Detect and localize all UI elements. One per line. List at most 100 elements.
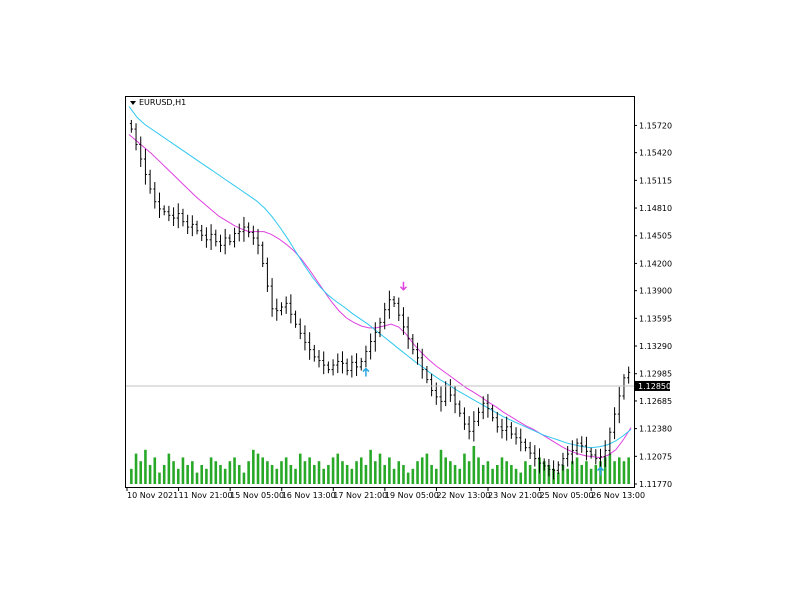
candle <box>148 169 152 194</box>
candle <box>303 325 307 351</box>
candle <box>570 440 574 465</box>
candle <box>392 296 396 307</box>
signal-arrows <box>362 281 605 476</box>
candle <box>340 351 344 374</box>
candle <box>176 203 180 229</box>
price-tick-label: 1.14200 <box>639 259 672 268</box>
candle <box>608 427 612 456</box>
time-tick-label: 19 Nov 05:00 <box>385 491 439 500</box>
time-tick-label: 17 Nov 21:00 <box>333 491 387 500</box>
arrow-head <box>596 466 605 472</box>
candle <box>538 448 542 474</box>
candle <box>139 136 143 168</box>
price-tick-label: 1.12075 <box>639 452 672 461</box>
candle <box>195 220 199 235</box>
candle <box>575 438 579 456</box>
candle <box>204 227 208 248</box>
candle <box>289 294 293 324</box>
time-tick-label: 16 Nov 13:00 <box>282 491 336 500</box>
candle <box>472 411 476 442</box>
symbol-selector[interactable]: EURUSD,H1 <box>130 98 186 107</box>
candle <box>514 427 518 445</box>
chart-window[interactable] <box>125 96 635 488</box>
candle <box>387 290 391 319</box>
candle <box>186 214 190 235</box>
candle <box>401 307 405 335</box>
candle <box>444 381 448 407</box>
candle <box>603 440 607 467</box>
price-tick-label: 1.12380 <box>639 425 672 434</box>
candle <box>134 123 138 151</box>
candle <box>430 373 434 397</box>
candle <box>190 215 194 237</box>
candle <box>270 278 274 317</box>
candle <box>599 448 603 467</box>
candle <box>364 345 368 368</box>
arrow-head <box>362 367 370 373</box>
candle <box>542 458 546 471</box>
candle <box>453 385 457 414</box>
candle <box>495 411 499 433</box>
candle <box>218 234 222 253</box>
candle <box>247 222 251 238</box>
candle <box>627 366 631 384</box>
price-tick-label: 1.13290 <box>639 342 672 351</box>
candle <box>237 223 241 242</box>
candle <box>439 386 443 412</box>
price-tick-label: 1.12685 <box>639 397 672 406</box>
candle <box>467 416 471 440</box>
candle <box>345 358 349 376</box>
candle <box>491 405 495 422</box>
candle <box>411 334 415 355</box>
price-axis: 1.15720 1.15420 1.15115 1.14810 1.14505 1.142… <box>634 121 672 489</box>
candle <box>528 441 532 459</box>
candle <box>153 182 157 209</box>
candle <box>383 302 387 330</box>
candle <box>331 359 335 376</box>
price-tick-label: 1.14810 <box>639 204 672 213</box>
price-tick-label: 1.11770 <box>639 480 672 489</box>
candle <box>397 297 401 321</box>
candle <box>242 216 246 242</box>
candle <box>312 344 316 362</box>
candle <box>294 310 298 328</box>
candle <box>561 452 565 471</box>
buy-arrow-icon <box>596 466 605 476</box>
buy-arrow-icon <box>362 367 370 377</box>
arrow-head <box>399 286 407 291</box>
price-tick-label: 1.13900 <box>639 287 672 296</box>
candle <box>157 192 161 219</box>
candle <box>589 447 593 459</box>
candle <box>129 119 133 133</box>
time-tick-label: 23 Nov 21:00 <box>488 491 542 500</box>
candle <box>378 317 382 338</box>
candle <box>369 333 373 360</box>
candle <box>228 234 232 246</box>
candle <box>552 460 556 480</box>
chevron-down-icon[interactable] <box>130 100 136 105</box>
candle <box>261 241 265 268</box>
candle <box>523 438 527 452</box>
volume-bars <box>130 446 630 484</box>
ma-fast-line <box>128 134 632 459</box>
time-tick-label: 15 Nov 05:00 <box>230 491 284 500</box>
candle <box>251 225 255 245</box>
candle <box>162 205 166 216</box>
time-tick-label: 25 Nov 05:00 <box>540 491 594 500</box>
price-tick-label: 1.12985 <box>639 370 672 379</box>
candle <box>233 227 237 248</box>
candle <box>167 205 171 222</box>
candle <box>613 407 617 440</box>
candle <box>181 208 185 227</box>
candle <box>566 446 570 467</box>
price-tick-label: 1.15115 <box>639 176 672 185</box>
candle <box>617 386 621 424</box>
candle <box>209 224 213 250</box>
candle <box>406 316 410 349</box>
candle <box>322 351 326 375</box>
candle <box>416 342 420 365</box>
candle <box>505 416 509 441</box>
time-tick-label: 22 Nov 13:00 <box>436 491 490 500</box>
